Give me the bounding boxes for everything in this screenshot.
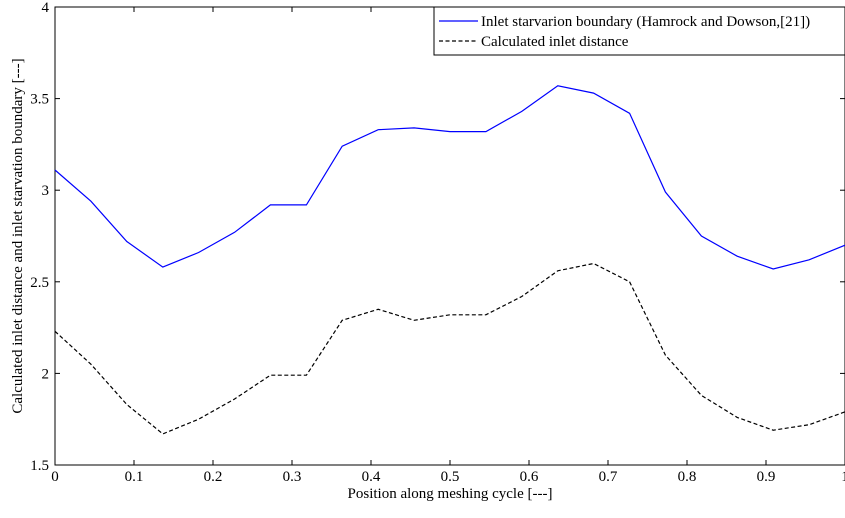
y-tick-label: 1.5 <box>30 458 49 474</box>
x-tick-label: 0.3 <box>283 469 302 485</box>
x-tick-label: 0.6 <box>520 469 539 485</box>
series-layer <box>54 85 845 435</box>
y-tick-label: 3.5 <box>30 92 49 108</box>
series-line-1 <box>54 262 845 435</box>
legend-label-0: Inlet starvarion boundary (Hamrock and D… <box>481 14 810 30</box>
x-tick-label: 0.9 <box>757 469 776 485</box>
y-tick-label: 4 <box>42 0 50 16</box>
legend: Inlet starvarion boundary (Hamrock and D… <box>433 6 845 56</box>
x-tick-label: 0.4 <box>362 469 381 485</box>
x-tick-label: 1 <box>841 469 845 485</box>
y-tick-label: 2.5 <box>30 275 49 291</box>
y-axis-title: Calculated inlet distance and inlet star… <box>10 58 26 413</box>
legend-box <box>433 6 845 56</box>
plot-frame <box>54 6 845 466</box>
x-tick-label: 0.1 <box>125 469 144 485</box>
x-tick-label: 0.2 <box>204 469 223 485</box>
x-tick-label: 0 <box>51 469 59 485</box>
x-tick-label: 0.5 <box>441 469 460 485</box>
legend-label-1: Calculated inlet distance <box>481 34 629 50</box>
y-tick-label: 3 <box>42 183 50 199</box>
y-tick-label: 2 <box>42 366 50 382</box>
axes-layer: 0 0.1 0.2 0.3 0.4 0.5 0.6 0.7 0.8 0.9 1 1.5 2 2.5 3 3.5… <box>30 0 845 485</box>
x-tick-label: 0.7 <box>599 469 618 485</box>
x-axis-title: Position along meshing cycle [---] <box>348 486 553 502</box>
series-line-0 <box>54 85 845 270</box>
x-tick-label: 0.8 <box>678 469 697 485</box>
plot-layer <box>54 6 845 466</box>
